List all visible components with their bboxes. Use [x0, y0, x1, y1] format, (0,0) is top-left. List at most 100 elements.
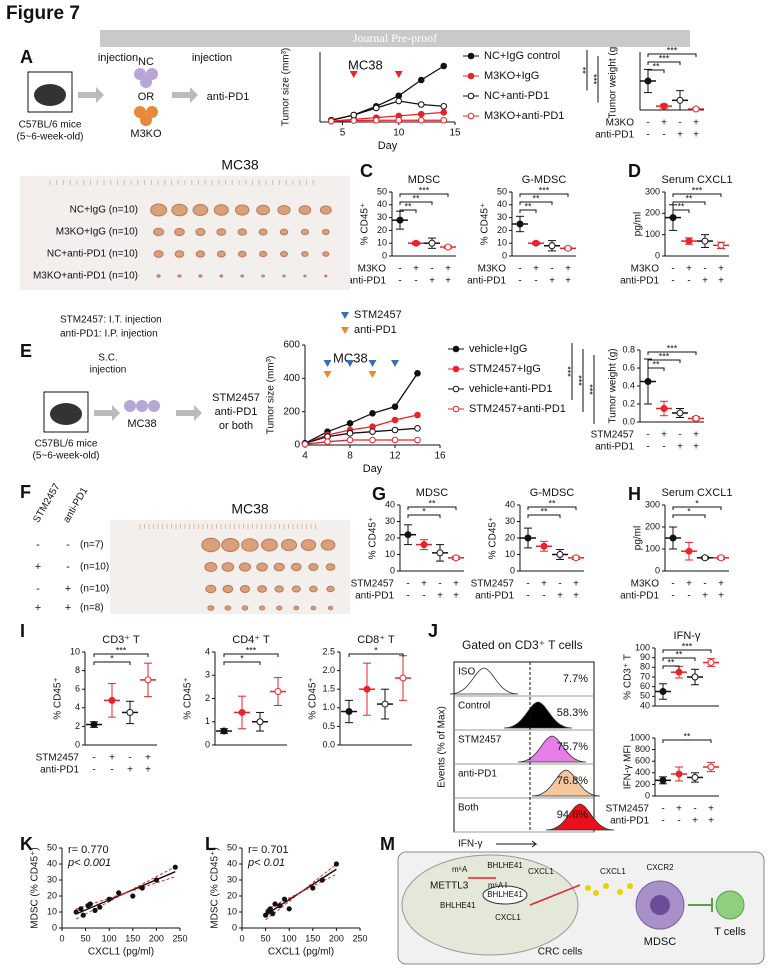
label: T cells — [714, 926, 746, 938]
tumor — [195, 228, 206, 236]
significance-label: *** — [539, 185, 550, 195]
y-axis-label: % CD45⁺ — [308, 677, 319, 720]
arrow — [176, 405, 202, 421]
factor-sign: - — [526, 591, 529, 602]
significance-bracket — [399, 193, 449, 197]
stat-label: p< 0.001 — [67, 857, 111, 869]
y-axis-label: pg/ml — [633, 526, 644, 550]
nucleus — [650, 895, 670, 915]
data-point — [707, 763, 715, 771]
confidence-band — [75, 866, 176, 920]
series-line — [331, 119, 444, 122]
significance-bracket — [399, 201, 433, 205]
y-tick-label: 0 — [655, 565, 660, 575]
data-point — [319, 877, 325, 883]
percent-label: 94.6% — [557, 809, 588, 821]
significance-label: ** — [532, 193, 540, 203]
significance-label: *** — [659, 351, 670, 361]
tumor — [291, 562, 302, 572]
figure-title: Figure 7 — [6, 3, 80, 24]
percent-label: 75.7% — [557, 741, 588, 753]
data-point — [92, 907, 98, 914]
cell — [148, 400, 160, 412]
data-point — [90, 721, 98, 729]
factor-label: anti-PD1 — [347, 276, 386, 287]
y-tick-label: 200 — [645, 208, 660, 218]
legend-marker — [341, 327, 349, 334]
series-line — [304, 372, 419, 444]
tumor — [279, 228, 289, 236]
y-tick-label: 10 — [227, 906, 237, 916]
mouse — [50, 403, 82, 425]
data-point — [106, 896, 112, 902]
data-point — [659, 688, 667, 695]
tumor — [205, 584, 217, 594]
panel-letter: A — [20, 47, 33, 67]
data-point — [676, 409, 684, 417]
factor-sign: - — [518, 276, 521, 287]
diagram-m: m⁶A m⁶A METTL3 BHLHE41 BHLHE41 BHLHE41 C… — [397, 851, 765, 965]
factor-sign: - — [534, 276, 537, 287]
significance-label: * — [374, 645, 378, 655]
tumor — [291, 585, 301, 593]
plot-title: IFN-γ — [674, 630, 701, 642]
y-tick-label: 20 — [385, 532, 395, 542]
significance-bracket — [223, 661, 261, 665]
factor-sign: - — [92, 753, 95, 764]
data-point — [346, 420, 354, 427]
significance-label: *** — [692, 185, 703, 195]
y-axis-label: % CD3⁺ T — [623, 654, 634, 700]
y-tick-label: 4 — [205, 646, 210, 656]
data-point — [139, 885, 145, 891]
y-tick-label: 10 — [47, 906, 57, 916]
tumor — [276, 605, 283, 611]
percent-label: 58.3% — [557, 707, 588, 719]
row-label: ISO — [458, 667, 475, 678]
data-point — [692, 414, 700, 422]
series-line — [331, 111, 444, 122]
watermark: Journal Pre-proof — [353, 31, 437, 45]
percent-label: 76.8% — [557, 775, 588, 787]
label: METTL3 — [430, 881, 469, 892]
treatment-marker — [394, 71, 403, 78]
label: MC38 — [127, 418, 156, 430]
factor-sign: + — [677, 442, 683, 453]
data-point — [414, 411, 421, 419]
data-point — [404, 531, 412, 539]
data-point — [346, 430, 354, 437]
factor-sign: - — [92, 765, 95, 776]
y-tick-label: 50 — [47, 842, 57, 852]
data-point — [97, 904, 103, 910]
data-point — [691, 673, 699, 681]
y-tick-label: 300 — [645, 186, 660, 196]
x-tick-label: 12 — [389, 451, 401, 462]
factor-sign: + — [686, 579, 692, 590]
tumor — [177, 274, 182, 278]
y-axis-label: Tumor size (mm³) — [281, 48, 292, 127]
significance-label: ** — [412, 193, 420, 203]
factor-sign: - — [687, 591, 690, 602]
x-tick-label: 250 — [352, 933, 367, 943]
significance-bracket — [672, 201, 706, 205]
data-point — [701, 237, 709, 245]
data-point — [532, 239, 540, 247]
factor-sign: + — [708, 804, 714, 815]
factor-sign: - — [128, 753, 131, 764]
factor-sign: + — [145, 765, 151, 776]
label: injection — [98, 52, 138, 64]
tumor — [321, 228, 330, 236]
label: CXCL1 — [528, 867, 554, 876]
label: M3KO — [130, 128, 162, 140]
factor-sign: - — [671, 264, 674, 275]
y-tick-label: 0.4 — [622, 380, 635, 390]
y-tick-label: 30 — [385, 516, 395, 526]
significance-bracket — [519, 209, 537, 213]
tumor — [256, 204, 271, 216]
y-axis-label: Tumor weight (g) — [608, 348, 619, 423]
column-header: STM2457 — [31, 481, 62, 524]
factor-sign: - — [671, 591, 674, 602]
x-tick-label: 200 — [149, 933, 164, 943]
tumor — [301, 251, 309, 257]
y-axis-label: % CD45⁺ — [488, 517, 499, 560]
